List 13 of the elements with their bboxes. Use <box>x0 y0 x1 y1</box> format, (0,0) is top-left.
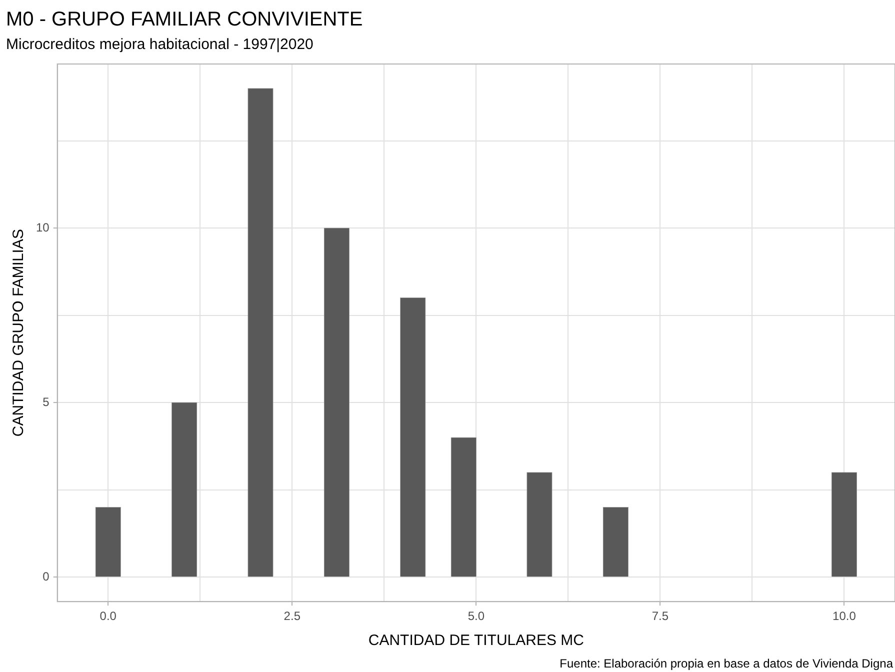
y-tick-label: 5 <box>42 394 50 409</box>
x-tick-label: 2.5 <box>284 609 301 624</box>
x-tick-label: 5.0 <box>468 609 485 624</box>
x-tick-label: 10.0 <box>832 609 856 624</box>
chart-subtitle: Microcreditos mejora habitacional - 1997|2020 <box>6 36 314 54</box>
y-tick-label: 10 <box>36 220 50 234</box>
x-tick-label: 0.0 <box>100 609 117 624</box>
y-axis-title: CANTIDAD GRUPO FAMILIAS <box>10 229 28 437</box>
x-tick-label: 7.5 <box>652 609 669 624</box>
source-note: Fuente: Elaboración propia en base a datos de Vivienda Digna <box>560 656 894 670</box>
x-axis-title: CANTIDAD DE TITULARES MC <box>368 632 584 650</box>
y-tick-label: 0 <box>42 569 50 584</box>
chart-title: M0 - GRUPO FAMILIAR CONVIVIENTE <box>6 8 363 31</box>
